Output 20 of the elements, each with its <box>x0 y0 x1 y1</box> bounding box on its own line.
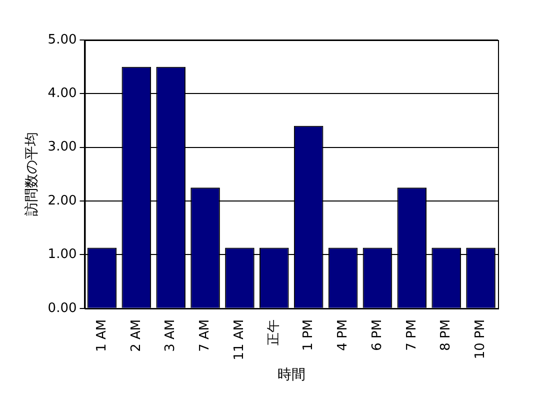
y-tick-label: 0.00 <box>48 300 77 316</box>
x-tick-label: 11 AM <box>232 319 248 360</box>
y-tick-label: 2.00 <box>48 193 77 208</box>
x-tick-label: 8 PM <box>438 319 454 351</box>
x-tick-label: 7 AM <box>198 319 213 352</box>
x-tick-label: 正午 <box>266 319 282 346</box>
y-axis-title: 訪問数の平均 <box>24 132 40 216</box>
x-tick-label: 2 AM <box>128 319 144 352</box>
y-tick-label: 4.00 <box>48 86 77 102</box>
x-tick-label: 4 PM <box>335 319 350 351</box>
x-tick-label: 3 AM <box>163 319 178 352</box>
y-tick-label: 5.00 <box>48 32 77 48</box>
x-tick-label: 10 PM <box>473 319 488 360</box>
x-tick-label: 6 PM <box>370 319 385 351</box>
x-tick-label: 1 PM <box>300 319 316 351</box>
y-tick-label: 3.00 <box>48 140 77 155</box>
x-axis-title: 時間 <box>277 367 306 384</box>
x-tick-label: 7 PM <box>404 319 420 351</box>
x-tick-label: 1 AM <box>94 319 110 352</box>
y-tick-label: 1.00 <box>48 247 77 262</box>
